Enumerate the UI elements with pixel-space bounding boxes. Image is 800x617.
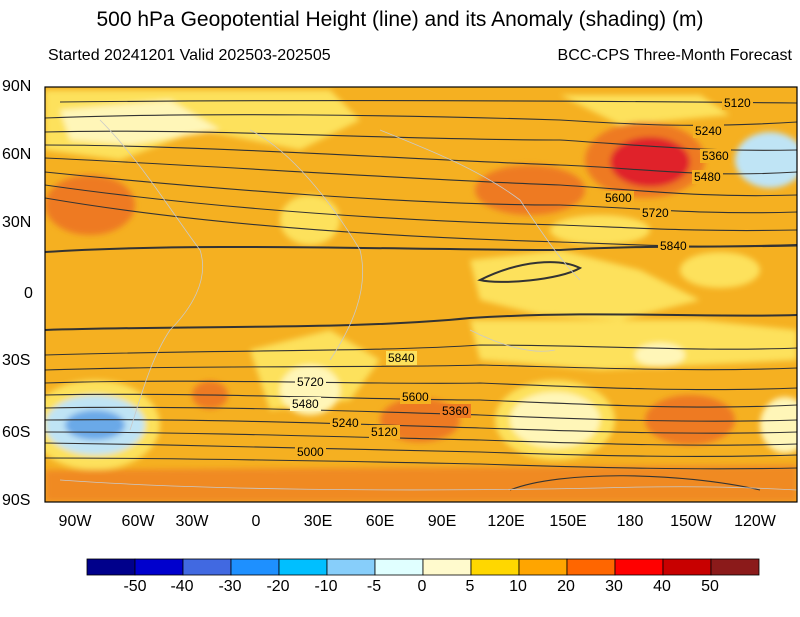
contour-5840 — [477, 261, 583, 283]
lat-label: 30N — [2, 214, 32, 231]
lat-label: 90N — [2, 78, 32, 95]
lon-label: 90E — [427, 513, 457, 530]
lat-label: 0 — [24, 285, 33, 302]
lon-label: 60W — [121, 513, 155, 530]
contour-label: 5480 — [290, 397, 321, 411]
pale-arctic-patch — [60, 100, 220, 145]
lon-label: 90W — [58, 513, 92, 530]
contour-5600 — [45, 393, 797, 408]
lon-label: 120E — [487, 513, 525, 530]
contour-label: 5600 — [400, 390, 431, 404]
contour-line — [45, 344, 797, 356]
contour-label: 5720 — [640, 206, 671, 220]
coastline — [59, 479, 797, 491]
coastline — [379, 129, 581, 281]
colorbar-label: 30 — [605, 578, 623, 595]
contour-label: 5360 — [700, 149, 731, 163]
contour-label: 5480 — [692, 170, 723, 184]
lon-label: 0 — [251, 513, 261, 530]
colorbar-label: 50 — [701, 578, 719, 595]
colorbar-label: -50 — [123, 578, 147, 595]
colorbar-label: 40 — [653, 578, 671, 595]
deep-orange-patch — [475, 165, 585, 215]
contour-line — [45, 364, 797, 371]
contour-label: 5120 — [369, 425, 400, 439]
forecast-period: Started 20241201 Valid 202503-202505 — [48, 47, 331, 64]
contour-5120 — [45, 442, 797, 457]
contour-label: 5120 — [722, 96, 753, 110]
contour-label: 5840 — [386, 351, 417, 365]
colorbar-label: 20 — [557, 578, 575, 595]
yellow-patch — [680, 252, 760, 288]
colorbar-label: 5 — [465, 578, 475, 595]
contour-label: 5240 — [330, 416, 361, 430]
contour-5000 — [45, 457, 797, 470]
yellow-patch — [550, 215, 650, 245]
contour-lines — [45, 100, 797, 491]
lat-label: 60N — [2, 146, 32, 163]
lat-label: 90S — [2, 492, 31, 509]
yellow-patch — [470, 250, 700, 320]
contour-line — [45, 184, 797, 232]
pale-patch — [760, 397, 797, 453]
contour-line — [509, 475, 761, 491]
pale-patch — [635, 343, 685, 367]
contour-5720 — [45, 380, 797, 391]
contour-5840 — [45, 313, 797, 331]
contour-5120 — [59, 100, 797, 104]
contour-label: 5360 — [440, 404, 471, 418]
forecast-source: BCC-CPS Three-Month Forecast — [557, 47, 792, 64]
contour-label: 5720 — [295, 375, 326, 389]
lat-label: 30S — [2, 352, 31, 369]
lon-label: 30W — [175, 513, 209, 530]
contour-label: 5240 — [693, 124, 724, 138]
deep-orange-patch — [645, 395, 735, 445]
plot-frame — [44, 86, 798, 503]
colorbar-label: 10 — [509, 578, 527, 595]
colorbar-label: -5 — [366, 578, 382, 595]
map-title: 500 hPa Geopotential Height (line) and i… — [96, 8, 704, 31]
contour-label: 5840 — [658, 239, 689, 253]
coastline — [469, 329, 556, 352]
contour-5720 — [45, 171, 797, 214]
colorbar-label: -10 — [314, 578, 338, 595]
colorbar-label: -40 — [170, 578, 194, 595]
colorbar-label: -30 — [218, 578, 242, 595]
contour-label: 5000 — [295, 445, 326, 459]
contour-5480 — [45, 406, 797, 422]
pale-patch — [510, 392, 600, 448]
deep-orange-patch — [45, 465, 797, 502]
lon-label: 30E — [303, 513, 333, 530]
contour-5240 — [45, 431, 797, 446]
lon-label: 180 — [616, 513, 644, 530]
contour-5360 — [45, 130, 797, 151]
blue-anomaly-patch — [65, 410, 125, 440]
colorbar-label: -20 — [266, 578, 290, 595]
contour-5840 — [45, 244, 797, 253]
yellow-patch — [470, 320, 797, 370]
colorbar-label: 0 — [417, 578, 427, 595]
coastline — [249, 129, 364, 361]
lon-label: 120W — [734, 513, 776, 530]
yellow-patch — [280, 195, 340, 245]
lon-label: 150W — [670, 513, 712, 530]
red-anomaly-patch — [610, 137, 690, 187]
coastline — [99, 119, 204, 431]
coastlines — [59, 119, 797, 491]
contour-5360 — [45, 419, 797, 434]
lon-label: 150E — [549, 513, 587, 530]
lat-label: 60S — [2, 424, 31, 441]
contour-5600 — [45, 157, 797, 197]
contour-label: 5600 — [603, 191, 634, 205]
anomaly-shading — [45, 90, 797, 502]
lon-label: 60E — [365, 513, 395, 530]
